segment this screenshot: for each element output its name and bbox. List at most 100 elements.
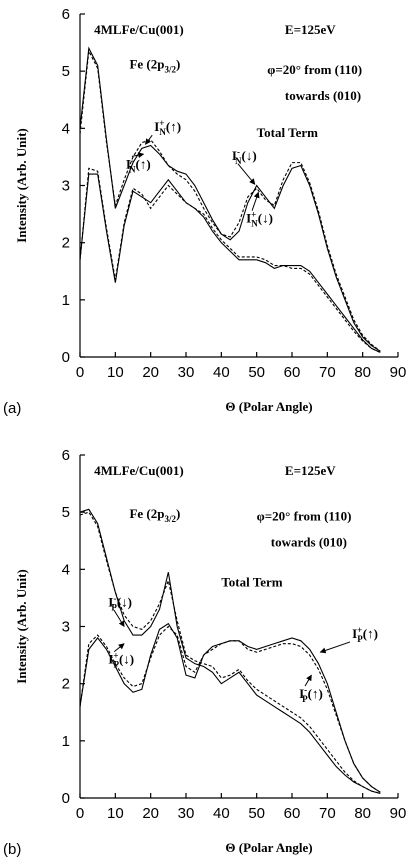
x-tick-label: 50 xyxy=(248,364,265,381)
x-tick-label: 0 xyxy=(76,805,84,822)
x-tick-label: 50 xyxy=(248,805,265,822)
y-tick-label: 3 xyxy=(62,178,70,195)
annotation-part: - xyxy=(113,593,116,603)
annotation-part: φ=20° from (110) xyxy=(267,62,362,77)
x-tick-label: 60 xyxy=(284,364,301,381)
y-tick-label: 4 xyxy=(62,561,70,578)
annotation-part: I xyxy=(108,594,113,609)
annotation: Total Term xyxy=(257,125,318,140)
annotation-part: I xyxy=(232,148,237,163)
annotation-part: (↓) xyxy=(117,594,132,609)
y-tick-label: 2 xyxy=(62,676,70,693)
annotation-part: E=125eV xyxy=(285,463,336,478)
annotation: φ=20° from (110) xyxy=(267,62,362,77)
line-series xyxy=(79,511,381,794)
x-tick-label: 90 xyxy=(390,805,406,822)
y-tick-label: 4 xyxy=(62,120,70,137)
annotation-part: (↓) xyxy=(258,211,273,226)
annotation-part: I xyxy=(246,211,251,226)
x-tick-label: 10 xyxy=(107,364,124,381)
annotation-part: I xyxy=(299,686,304,701)
annotation: I-P(↑) xyxy=(299,685,323,704)
annotation-part: I xyxy=(352,626,357,641)
x-tick-label: 30 xyxy=(178,364,195,381)
y-tick-label: 0 xyxy=(62,349,70,366)
annotation-part: - xyxy=(131,155,134,165)
annotation-part: Fe (2p xyxy=(129,56,164,71)
x-tick-label: 90 xyxy=(390,364,406,381)
annotation-arrow xyxy=(144,134,153,145)
annotation-part: (↑) xyxy=(308,686,323,701)
panel-label: (b) xyxy=(3,841,21,858)
annotation-part: ) xyxy=(176,56,180,71)
annotation-part: 4MLFe/Cu(001) xyxy=(94,463,184,478)
line-series xyxy=(79,622,381,793)
line-series xyxy=(79,46,381,352)
annotation-part: N xyxy=(129,164,136,174)
annotation-part: (↓) xyxy=(241,148,256,163)
y-tick-label: 5 xyxy=(62,504,70,521)
annotation-part: + xyxy=(159,118,164,128)
annotation-part: towards (010) xyxy=(285,88,361,103)
annotation-part: (↓) xyxy=(119,652,134,667)
annotation-part: P xyxy=(113,660,119,670)
x-tick-label: 70 xyxy=(319,364,336,381)
annotation: Total Term xyxy=(221,574,282,589)
annotation: E=125eV xyxy=(285,22,336,37)
annotation-part: N xyxy=(251,219,258,229)
annotation-part: - xyxy=(237,147,240,157)
annotation-part: ) xyxy=(176,506,180,521)
annotation: I+ P(↑) xyxy=(352,625,378,644)
annotation-arrow xyxy=(131,152,145,159)
annotation-part: - xyxy=(304,685,307,695)
annotation-arrow xyxy=(113,610,125,628)
annotation-arrow xyxy=(319,641,351,654)
x-tick-label: 30 xyxy=(178,805,195,822)
y-tick-label: 3 xyxy=(62,619,70,636)
annotation: Fe (2p3/2) xyxy=(129,506,180,524)
annotation-part: Total Term xyxy=(221,574,282,589)
annotation: I-P(↓) xyxy=(108,593,132,612)
y-tick-label: 5 xyxy=(62,63,70,80)
annotation-part: P xyxy=(357,634,363,644)
x-axis-label: Θ (Polar Angle) xyxy=(225,840,312,855)
x-tick-label: 60 xyxy=(284,805,301,822)
line-series xyxy=(79,167,381,353)
annotation-part: N xyxy=(235,156,242,166)
y-tick-label: 6 xyxy=(62,447,70,464)
line-series xyxy=(79,49,381,352)
x-tick-label: 40 xyxy=(213,805,230,822)
line-series xyxy=(79,173,381,353)
x-tick-label: 20 xyxy=(142,364,159,381)
x-tick-label: 40 xyxy=(213,364,230,381)
annotation-part: 4MLFe/Cu(001) xyxy=(94,22,184,37)
line-series xyxy=(79,625,381,793)
y-axis-label: Intensity (Arb. Unit) xyxy=(14,569,29,683)
line-series xyxy=(79,508,381,794)
annotation-part: φ=20° from (110) xyxy=(257,509,352,524)
annotation-part: + xyxy=(251,210,256,220)
annotation-part: P xyxy=(302,694,308,704)
annotation: I+ N(↑) xyxy=(154,118,181,137)
annotation: E=125eV xyxy=(285,463,336,478)
y-axis-label: Intensity (Arb. Unit) xyxy=(14,128,29,242)
annotation: towards (010) xyxy=(285,88,361,103)
panel-label: (a) xyxy=(3,400,21,417)
annotation-part: 3/2 xyxy=(164,514,176,524)
y-tick-label: 1 xyxy=(62,733,70,750)
annotation-part: I xyxy=(126,156,131,171)
annotation: I+ P(↓) xyxy=(108,651,134,670)
annotation: Fe (2p3/2) xyxy=(129,56,180,74)
annotation-part: I xyxy=(108,652,113,667)
annotation-part: N xyxy=(159,127,166,137)
x-tick-label: 80 xyxy=(354,805,371,822)
annotation: 4MLFe/Cu(001) xyxy=(94,463,184,478)
annotation-arrow xyxy=(304,674,312,687)
x-axis-label: Θ (Polar Angle) xyxy=(225,399,312,414)
annotation-part: P xyxy=(111,602,117,612)
annotation: towards (010) xyxy=(271,534,347,549)
x-tick-label: 10 xyxy=(107,805,124,822)
x-tick-label: 20 xyxy=(142,805,159,822)
y-tick-label: 2 xyxy=(62,235,70,252)
